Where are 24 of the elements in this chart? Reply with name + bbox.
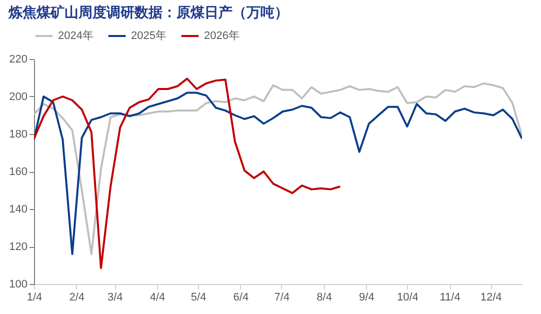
y-tick-label: 180 (9, 128, 28, 140)
x-tick-label: 8/4 (316, 292, 332, 304)
x-tick-label: 11/4 (440, 292, 460, 304)
line-series (34, 78, 342, 270)
x-tick-label: 2/4 (69, 292, 85, 304)
y-tick-label: 100 (9, 278, 28, 290)
y-tick-label: 220 (9, 54, 28, 66)
x-tick-label: 9/4 (359, 292, 374, 304)
y-tick-label: 140 (9, 204, 28, 216)
chart-title: 炼焦煤矿山周度调研数据：原煤日产（万吨） (8, 4, 289, 21)
x-tick-label: 3/4 (108, 292, 123, 304)
x-tick-label: 6/4 (233, 292, 249, 304)
legend-label: 2024年 (58, 30, 94, 42)
x-tick-label: 7/4 (274, 292, 290, 304)
x-tick-label: 12/4 (480, 292, 502, 304)
legend-label: 2025年 (131, 30, 166, 42)
legend-label: 2026年 (204, 30, 240, 42)
y-tick-label: 160 (9, 166, 28, 178)
x-tick-label: 1/4 (26, 292, 42, 304)
x-tick-label: 5/4 (190, 292, 206, 304)
x-tick-label: 4/4 (150, 292, 166, 304)
y-tick-label: 120 (9, 241, 28, 253)
x-tick-label: 10/4 (396, 292, 418, 304)
y-tick-label: 200 (9, 91, 28, 103)
